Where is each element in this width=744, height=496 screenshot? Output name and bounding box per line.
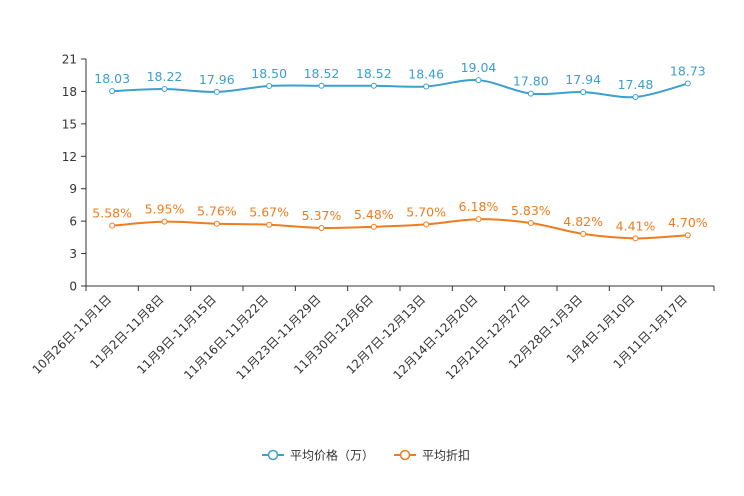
data-label: 18.52 — [356, 66, 392, 81]
data-label: 5.95% — [145, 202, 185, 217]
data-label: 18.50 — [251, 66, 287, 81]
data-label: 5.76% — [197, 204, 237, 219]
legend-label: 平均折扣 — [422, 448, 470, 463]
data-point[interactable] — [370, 82, 377, 89]
data-label: 5.48% — [354, 207, 394, 222]
data-point[interactable] — [318, 82, 325, 89]
data-point[interactable] — [318, 224, 325, 231]
data-point[interactable] — [370, 223, 377, 230]
data-point[interactable] — [684, 232, 691, 239]
data-point[interactable] — [213, 220, 220, 227]
data-point[interactable] — [527, 219, 534, 226]
data-label: 19.04 — [461, 60, 497, 75]
series-2: 5.58% 5.95% 5.76% 5.67% 5.37% 5.48% 5.70% 6.18%… — [92, 199, 708, 242]
data-label: 4.41% — [616, 218, 656, 233]
y-tick-label: 12 — [62, 150, 77, 164]
y-tick-label: 0 — [69, 280, 77, 294]
data-point[interactable] — [161, 218, 168, 225]
legend-label: 平均价格（万） — [290, 448, 374, 463]
data-label: 18.03 — [94, 71, 130, 86]
y-tick-label: 6 — [69, 215, 77, 229]
data-point[interactable] — [213, 88, 220, 95]
data-point[interactable] — [423, 221, 430, 228]
data-label: 5.58% — [92, 206, 132, 221]
data-label: 18.22 — [147, 69, 183, 84]
data-label: 17.96 — [199, 72, 235, 87]
data-point[interactable] — [527, 90, 534, 97]
data-label: 17.94 — [565, 72, 601, 87]
data-point[interactable] — [266, 83, 273, 90]
chart-legend[interactable]: 平均价格（万） 平均折扣 — [262, 448, 470, 463]
data-label: 17.80 — [513, 74, 549, 89]
y-tick-label: 21 — [62, 53, 77, 67]
series-line — [112, 218, 688, 240]
data-label: 5.67% — [249, 205, 289, 220]
series-lines: 18.03 18.22 17.96 18.50 18.52 18.52 18.46 19.04… — [92, 60, 708, 242]
data-label: 18.52 — [304, 66, 340, 81]
data-point[interactable] — [475, 77, 482, 84]
data-point[interactable] — [684, 80, 691, 87]
data-point[interactable] — [632, 94, 639, 101]
legend-marker — [399, 449, 411, 461]
data-label: 4.82% — [563, 214, 603, 229]
legend-item-2[interactable]: 平均折扣 — [394, 448, 470, 463]
data-label: 5.83% — [511, 203, 551, 218]
data-label: 6.18% — [459, 199, 499, 214]
y-tick-label: 15 — [62, 117, 77, 131]
legend-item-1[interactable]: 平均价格（万） — [262, 448, 374, 463]
series-1: 18.03 18.22 17.96 18.50 18.52 18.52 18.46 19.04… — [94, 60, 706, 101]
data-point[interactable] — [109, 222, 116, 229]
data-point[interactable] — [475, 216, 482, 223]
series-line — [112, 79, 689, 99]
data-label: 5.70% — [406, 204, 446, 219]
legend-marker — [267, 449, 279, 461]
data-point[interactable] — [161, 86, 168, 93]
data-label: 5.37% — [302, 208, 342, 223]
data-label: 4.70% — [668, 215, 708, 230]
data-label: 17.48 — [618, 77, 654, 92]
data-point[interactable] — [423, 83, 430, 90]
data-point[interactable] — [266, 221, 273, 228]
data-point[interactable] — [580, 230, 587, 237]
data-point[interactable] — [580, 89, 587, 96]
data-point[interactable] — [632, 235, 639, 242]
y-tick-label: 9 — [69, 182, 77, 196]
data-label: 18.73 — [670, 64, 706, 79]
data-label: 18.46 — [408, 66, 444, 81]
y-tick-label: 18 — [62, 85, 77, 99]
data-point[interactable] — [109, 88, 116, 95]
y-tick-label: 3 — [69, 247, 77, 261]
